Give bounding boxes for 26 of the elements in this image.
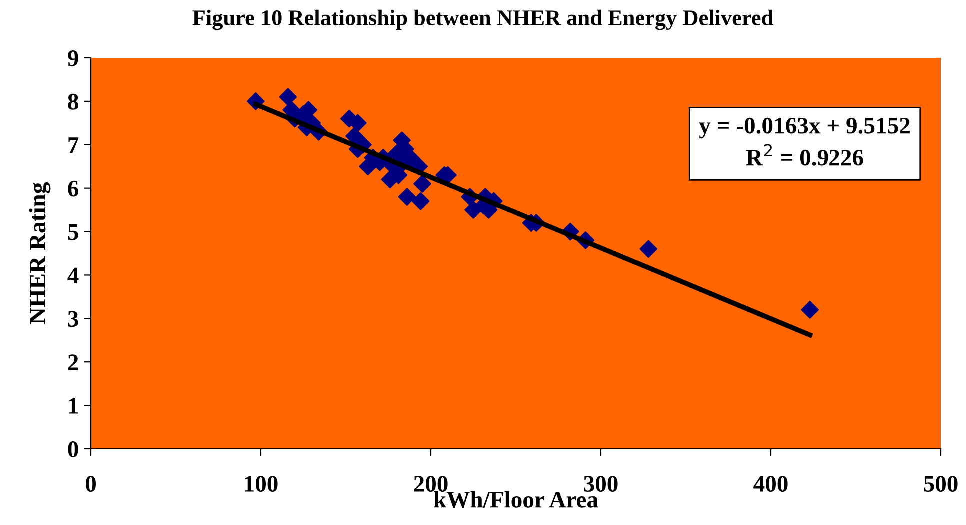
point — [398, 188, 416, 206]
y-tick-label: 0 — [68, 441, 78, 458]
y-tick-label: 7 — [68, 138, 79, 154]
point — [801, 301, 820, 319]
y-tick-label: 5 — [68, 224, 78, 240]
x-tick-label: 0 — [86, 476, 96, 492]
x-tick-label: 400 — [754, 476, 788, 492]
x-tick-label: 300 — [584, 476, 618, 492]
x-tick-label: 100 — [245, 476, 278, 492]
x-tick-label: 200 — [414, 476, 448, 492]
chart-title: Figure 10 Relationship between NHER and Energy Delivered — [192, 10, 774, 30]
x-axis-title: kWh/Floor Area — [434, 491, 598, 508]
y-tick-label: 8 — [68, 94, 78, 110]
x-tick-label: 500 — [924, 476, 958, 492]
y-axis-title: NHER Rating — [29, 182, 51, 324]
y-tick-label: 1 — [69, 398, 78, 414]
y-tick-label: 6 — [68, 180, 79, 197]
annotation: y = -0.0163x + 9.5152 R$^{2}$ = 0.9226 — [699, 118, 910, 166]
point — [412, 192, 430, 210]
y-tick-label: 3 — [68, 311, 78, 328]
y-tick-label: 9 — [68, 50, 78, 66]
point — [640, 240, 658, 258]
point — [414, 175, 432, 193]
y-tick-label: 2 — [68, 354, 78, 370]
y-tick-label: 4 — [68, 268, 79, 284]
point — [279, 88, 298, 106]
